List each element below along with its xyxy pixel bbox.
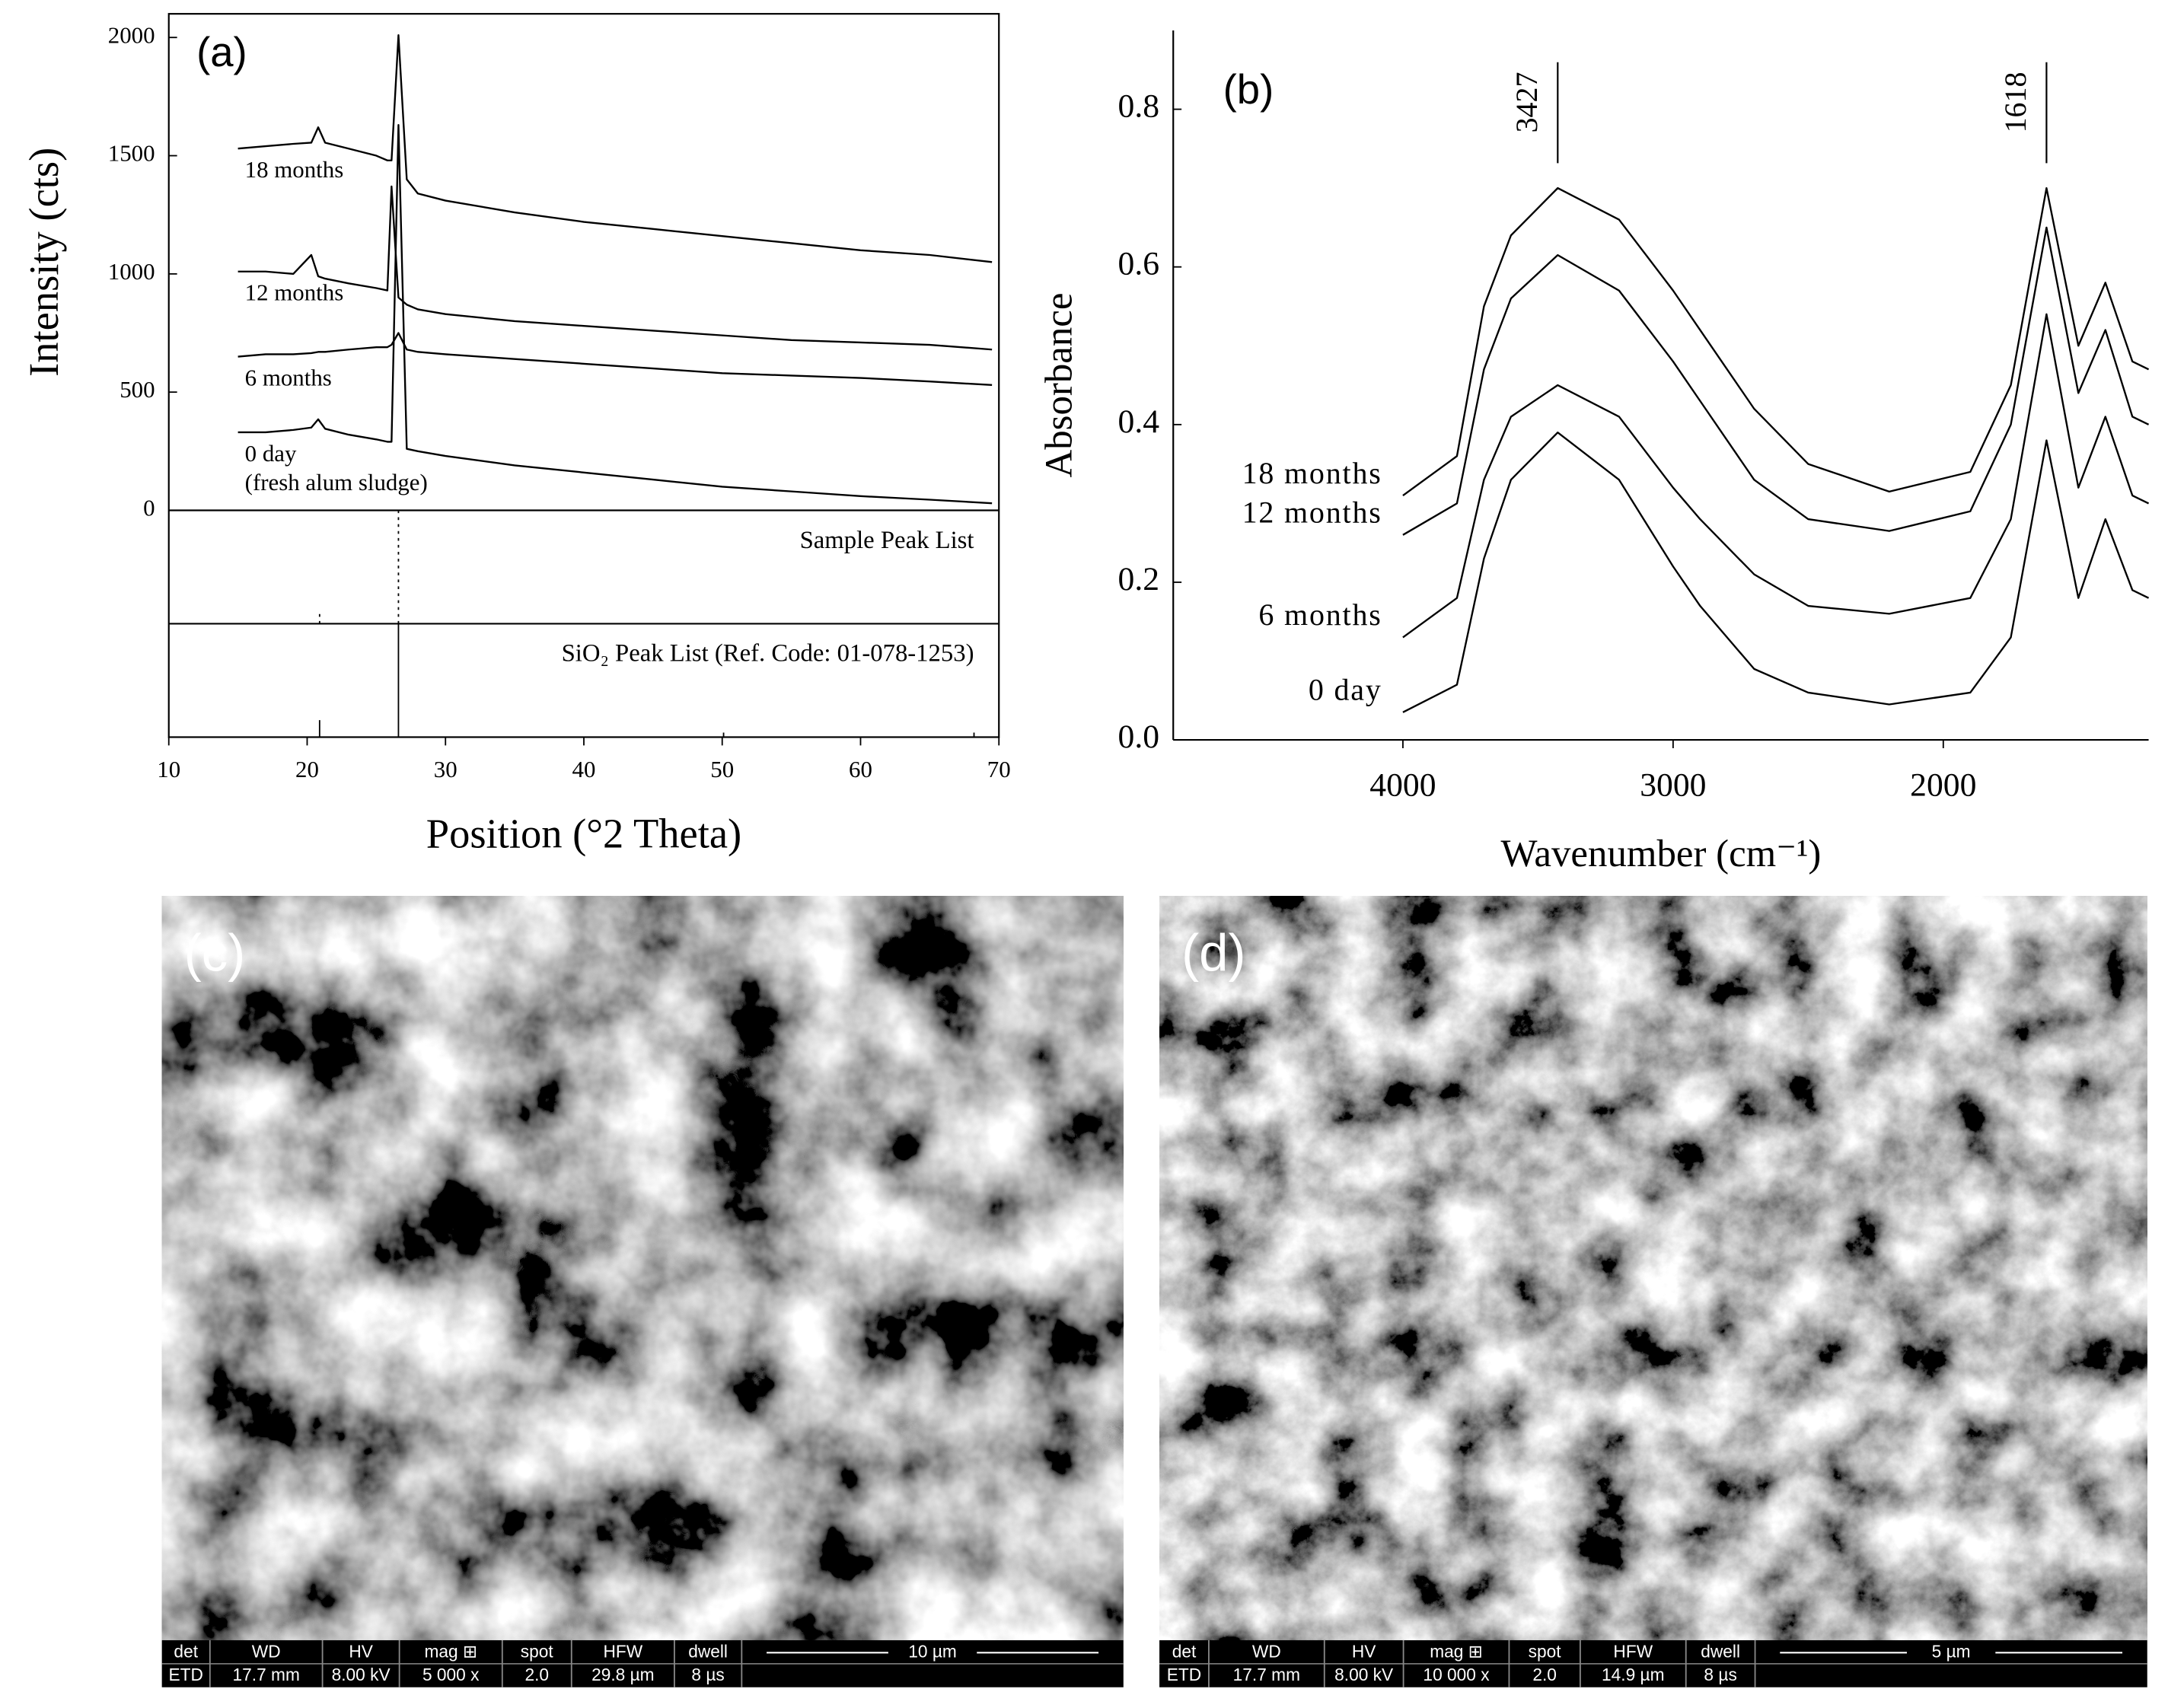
- info-header: WD: [1252, 1641, 1281, 1661]
- y-tick-label: 0.4: [1118, 403, 1160, 440]
- y-tick-label: 500: [120, 376, 155, 403]
- series-line: [238, 332, 993, 387]
- y-tick-label: 0.0: [1118, 719, 1160, 755]
- info-header: mag ⊞: [424, 1641, 477, 1661]
- panel-label: (b): [1223, 66, 1274, 113]
- info-value: 8 µs: [691, 1665, 724, 1684]
- scale-label-bg: [1906, 1641, 1996, 1663]
- peak-marker-label: 3427: [1510, 72, 1544, 132]
- info-value: ETD: [169, 1665, 203, 1684]
- peak-list-label: Sample Peak List: [800, 527, 974, 554]
- info-header: WD: [252, 1641, 281, 1661]
- info-header: det: [174, 1641, 198, 1661]
- info-value: 17.7 mm: [1233, 1665, 1300, 1684]
- peak-marker-label: 1618: [1998, 72, 2032, 132]
- series-label: 18 months: [1242, 456, 1382, 490]
- info-header: det: [1172, 1641, 1197, 1661]
- x-tick-label: 40: [572, 756, 596, 782]
- image-label: (c): [184, 923, 246, 983]
- x-tick-label: 60: [849, 756, 872, 782]
- peak-list-label: SiO₂ Peak List (Ref. Code: 01-078-1253): [562, 640, 974, 668]
- sem-image: [161, 896, 1124, 1640]
- y-tick-label: 2000: [108, 21, 155, 48]
- y-tick-label: 1500: [108, 140, 155, 167]
- series-line: [238, 33, 993, 263]
- series-label: 0 day: [245, 440, 297, 467]
- info-value: 2.0: [1532, 1665, 1557, 1684]
- series-line: [1402, 313, 2150, 639]
- series-line: [238, 123, 993, 505]
- series-label: 0 day: [1309, 673, 1382, 707]
- series-note: (fresh alum sludge): [245, 469, 428, 496]
- info-value: 8 µs: [1704, 1665, 1736, 1684]
- info-value: 5 000 x: [422, 1665, 480, 1684]
- series-label: 6 months: [1258, 597, 1382, 632]
- panel-label: (a): [196, 29, 247, 75]
- x-tick-label: 3000: [1640, 767, 1706, 804]
- series-line: [238, 185, 993, 351]
- sem-image: [1159, 896, 2147, 1640]
- series-label: 12 months: [1242, 496, 1382, 530]
- x-tick-label: 70: [987, 756, 1011, 782]
- info-value: 8.00 kV: [332, 1665, 391, 1684]
- info-header: dwell: [688, 1641, 728, 1661]
- info-header: HV: [349, 1641, 373, 1661]
- info-header: dwell: [1701, 1641, 1740, 1661]
- x-tick-label: 20: [295, 756, 319, 782]
- scale-label: 10 µm: [908, 1641, 957, 1661]
- image-label: (d): [1181, 923, 1245, 983]
- series-line: [1402, 186, 2150, 496]
- info-value: 10 000 x: [1423, 1665, 1490, 1684]
- info-value: 29.8 µm: [591, 1665, 655, 1684]
- info-header: spot: [521, 1641, 554, 1661]
- x-tick-label: 4000: [1369, 767, 1436, 804]
- info-header: spot: [1529, 1641, 1562, 1661]
- scale-label: 5 µm: [1932, 1641, 1971, 1661]
- y-tick-label: 0.2: [1118, 561, 1160, 597]
- y-tick-label: 0: [143, 495, 155, 521]
- series-label: 6 months: [245, 365, 332, 391]
- y-axis-title: Intensity (cts): [21, 148, 67, 377]
- series-line: [1402, 431, 2150, 713]
- series-label: 18 months: [245, 156, 344, 183]
- x-tick-label: 50: [710, 756, 734, 782]
- x-tick-label: 30: [434, 756, 458, 782]
- info-header: mag ⊞: [1430, 1641, 1483, 1661]
- info-value: 2.0: [524, 1665, 549, 1684]
- info-header: HFW: [603, 1641, 642, 1661]
- info-value: 8.00 kV: [1334, 1665, 1394, 1684]
- series-line: [1402, 226, 2150, 536]
- x-axis-title: Wavenumber (cm⁻¹): [1500, 833, 1821, 875]
- info-value: ETD: [1167, 1665, 1201, 1684]
- y-tick-label: 0.6: [1118, 246, 1160, 282]
- x-axis-title: Position (°2 Theta): [426, 811, 741, 857]
- scale-label-bg: [888, 1641, 977, 1663]
- y-axis-title: Absorbance: [1038, 293, 1080, 478]
- info-value: 14.9 µm: [1602, 1665, 1665, 1684]
- info-value: 17.7 mm: [233, 1665, 300, 1684]
- y-tick-label: 1000: [108, 258, 155, 285]
- series-label: 12 months: [245, 279, 344, 306]
- y-tick-label: 0.8: [1118, 88, 1160, 125]
- info-header: HFW: [1613, 1641, 1653, 1661]
- x-tick-label: 10: [157, 756, 180, 782]
- x-tick-label: 2000: [1910, 767, 1976, 804]
- info-header: HV: [1352, 1641, 1376, 1661]
